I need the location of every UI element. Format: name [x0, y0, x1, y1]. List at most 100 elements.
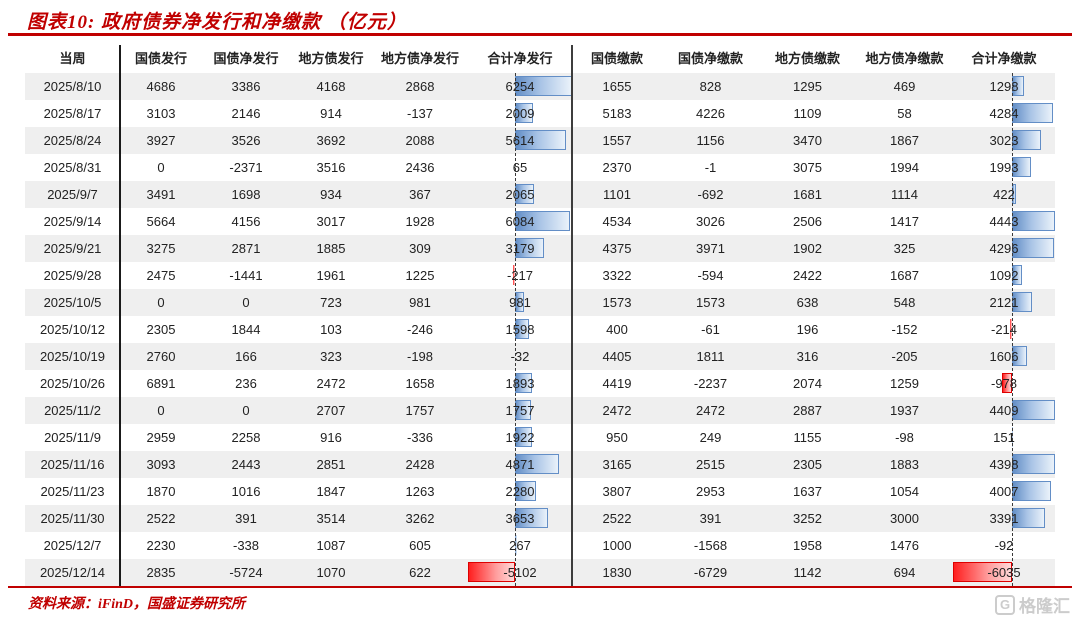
table-cell: 103	[320, 322, 342, 337]
table-cell: 1557	[602, 133, 632, 148]
table-cell: 2835	[146, 565, 176, 580]
table-cell: 3653	[468, 505, 572, 532]
table-cell: 1757	[468, 397, 572, 424]
table-cell: 1870	[146, 484, 176, 499]
table-cell: 6891	[146, 376, 176, 391]
table-row: 2025/8/10 4686 3386 4168 2868 6254 1655 828 1295…	[25, 73, 1055, 100]
table-row: 2025/9/14 5664 4156 3017 1928 6084 4534 3026 250…	[25, 208, 1055, 235]
table-cell: -1441	[229, 268, 263, 283]
table-row: 2025/12/14 2835 -5724 1070 622 -5102 1830 -6729…	[25, 559, 1055, 586]
table-cell: 916	[320, 430, 342, 445]
table-cell: 3017	[316, 214, 346, 229]
table-cell: 4409	[953, 397, 1055, 424]
table-cell: 3692	[316, 133, 346, 148]
table-cell: 3023	[953, 127, 1055, 154]
table-row: 2025/11/2 0 0 2707 1757 1757 2472 2472 2887 1937 4…	[25, 397, 1055, 424]
table-cell: 2074	[793, 376, 822, 391]
data-bar	[1002, 373, 1012, 393]
column-header: 地方债净发行	[380, 51, 459, 66]
table-cell: 2258	[231, 430, 261, 445]
table-cell: 1598	[468, 316, 572, 343]
week-date-cell: 2025/9/7	[47, 187, 98, 202]
table-cell: 2146	[231, 106, 261, 121]
table-cell: 1655	[602, 79, 632, 94]
table-cell: 2506	[793, 214, 822, 229]
table-cell: 3000	[890, 511, 919, 526]
table-cell: -152	[891, 322, 918, 337]
table-cell: 0	[242, 295, 250, 310]
date-column-divider	[119, 45, 121, 586]
table-cell: 723	[320, 295, 342, 310]
week-date-cell: 2025/8/24	[43, 133, 102, 148]
table-cell: -5102	[468, 559, 572, 586]
table-row: 2025/11/9 2959 2258 916 -336 1922 950 249 1155 -9…	[25, 424, 1055, 451]
zero-axis-line	[1011, 73, 1013, 586]
table-cell: 4534	[602, 214, 632, 229]
table-cell: 4375	[602, 241, 632, 256]
table-cell: 6254	[468, 73, 572, 100]
table-cell: 638	[796, 295, 819, 310]
table-cell: 1937	[890, 403, 919, 418]
table-cell: -246	[406, 322, 434, 337]
table-cell: 236	[235, 376, 257, 391]
table-cell: 1573	[602, 295, 632, 310]
table-cell: -2237	[693, 376, 728, 391]
column-header: 地方债净缴款	[865, 51, 944, 66]
table-row: 2025/12/7 2230 -338 1087 605 267 1000 -1568 1958…	[25, 532, 1055, 559]
table-cell: 3179	[468, 235, 572, 262]
table-cell: 694	[893, 565, 916, 580]
table-cell: 2959	[146, 430, 176, 445]
table-cell: 400	[606, 322, 628, 337]
table-cell: 934	[320, 187, 342, 202]
table-cell: 1225	[405, 268, 435, 283]
bottom-divider	[8, 586, 1072, 588]
table-cell: 4007	[953, 478, 1055, 505]
table-cell: 2472	[316, 376, 346, 391]
table-cell: 1000	[602, 538, 632, 553]
table-cell: 2121	[953, 289, 1055, 316]
table-cell: -692	[697, 187, 724, 202]
table-cell: 828	[699, 79, 722, 94]
table-cell: -2371	[229, 160, 263, 175]
table-row: 2025/10/5 0 0 723 981 981 1573 1573 638 548 2121	[25, 289, 1055, 316]
column-header: 合计净缴款	[971, 51, 1037, 66]
table-cell: 1476	[890, 538, 919, 553]
week-date-cell: 2025/10/5	[43, 295, 102, 310]
table-cell: 3165	[602, 457, 632, 472]
table-cell: -978	[953, 370, 1055, 397]
column-header: 当周	[59, 51, 86, 66]
table-cell: 325	[893, 241, 916, 256]
table-cell: 1687	[890, 268, 919, 283]
table-cell: -336	[406, 430, 434, 445]
table-cell: 1844	[231, 322, 261, 337]
data-bar	[512, 265, 515, 285]
table-cell: -32	[510, 349, 530, 364]
table-cell: -98	[895, 430, 914, 445]
table-cell: 2009	[468, 100, 572, 127]
table-cell: 2305	[146, 322, 176, 337]
table-cell: 1847	[316, 484, 346, 499]
week-date-cell: 2025/10/12	[39, 322, 106, 337]
table-cell: 1811	[696, 349, 725, 364]
data-table: 当周 国债发行 国债净发行 地方债发行 地方债净发行 合计净发行 国债缴款 国债净缴款 地方债缴…	[25, 45, 1055, 586]
week-date-cell: 2025/8/31	[43, 160, 102, 175]
table-cell: 914	[320, 106, 342, 121]
data-bar	[1011, 238, 1054, 258]
table-row: 2025/9/21 3275 2871 1885 309 3179 4375 3971 1902…	[25, 235, 1055, 262]
table-cell: 1681	[793, 187, 822, 202]
data-bar	[1011, 400, 1055, 420]
table-cell: 4686	[146, 79, 176, 94]
table-row: 2025/10/19 2760 166 323 -198 -32 4405 1811 316 -2…	[25, 343, 1055, 370]
week-date-cell: 2025/11/23	[40, 484, 105, 499]
table-cell: 1698	[231, 187, 261, 202]
data-bar	[1011, 454, 1055, 474]
column-header: 国债净发行	[213, 51, 279, 66]
table-cell: 1155	[793, 430, 822, 445]
table-cell: 4156	[231, 214, 261, 229]
week-date-cell: 2025/9/14	[43, 214, 102, 229]
table-cell: 469	[893, 79, 916, 94]
table-cell: 2472	[696, 403, 725, 418]
week-date-cell: 2025/11/9	[44, 430, 101, 445]
gelonghui-watermark: G 格隆汇	[995, 592, 1070, 617]
table-cell: -6035	[953, 559, 1055, 586]
